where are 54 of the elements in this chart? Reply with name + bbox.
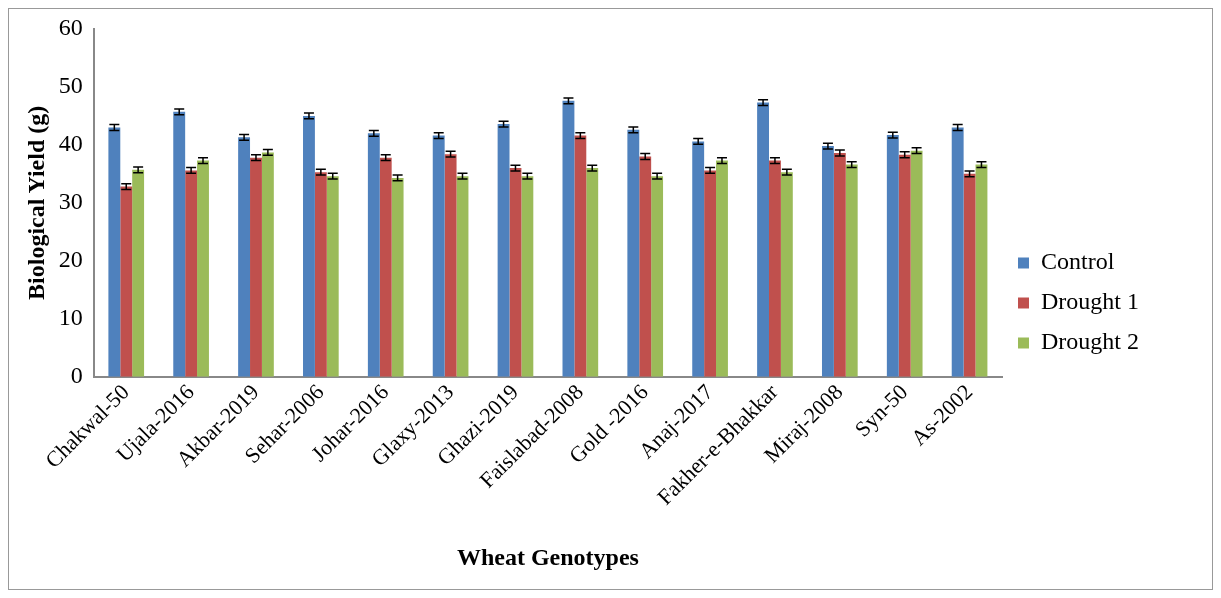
bar: [769, 160, 781, 377]
y-tick-label: 0: [70, 361, 83, 388]
y-tick-label: 60: [58, 14, 83, 41]
bar: [833, 153, 846, 377]
bar: [497, 124, 510, 377]
bar: [910, 150, 923, 377]
bar: [261, 152, 274, 377]
y-tick-label: 20: [58, 246, 83, 273]
bar: [509, 168, 522, 377]
bar: [108, 127, 121, 377]
bar: [444, 154, 457, 377]
y-axis-title: Biological Yield (g): [22, 105, 49, 300]
bar: [238, 137, 251, 377]
bar: [951, 127, 964, 377]
bar: [651, 176, 664, 377]
x-axis-title: Wheat Genotypes: [456, 543, 639, 570]
bar: [757, 102, 770, 377]
legend-label: Control: [1041, 248, 1115, 275]
bar: [367, 133, 380, 377]
bar: [326, 176, 339, 377]
bar: [197, 160, 209, 377]
bar: [627, 129, 640, 377]
bar: [963, 173, 976, 377]
bar: [574, 135, 587, 377]
legend-label: Drought 1: [1041, 288, 1140, 315]
bar: [886, 135, 899, 377]
bar: [898, 154, 911, 377]
bar: [639, 156, 652, 377]
bar: [120, 186, 133, 377]
y-tick-label: 40: [58, 130, 83, 157]
bar: [586, 168, 599, 377]
bar: [780, 172, 793, 377]
bar: [173, 111, 186, 377]
bar: [562, 100, 575, 377]
bar: [391, 177, 404, 377]
bar: [716, 160, 728, 377]
legend-label: Drought 2: [1041, 328, 1140, 355]
y-tick-label: 50: [58, 72, 83, 99]
y-tick-label: 10: [58, 304, 83, 331]
bar: [132, 169, 145, 377]
bar: [379, 157, 392, 377]
bar: [821, 146, 834, 377]
bar: [692, 141, 705, 377]
bar: [432, 135, 445, 377]
bar: [975, 164, 988, 377]
y-tick-label: 30: [58, 188, 83, 215]
bar: [704, 170, 717, 377]
bar: [303, 115, 315, 377]
bar: [521, 176, 534, 377]
bar: [250, 157, 262, 377]
bar: [185, 170, 198, 377]
bar: [845, 164, 858, 377]
bar: [456, 176, 469, 377]
bar: [314, 172, 327, 377]
